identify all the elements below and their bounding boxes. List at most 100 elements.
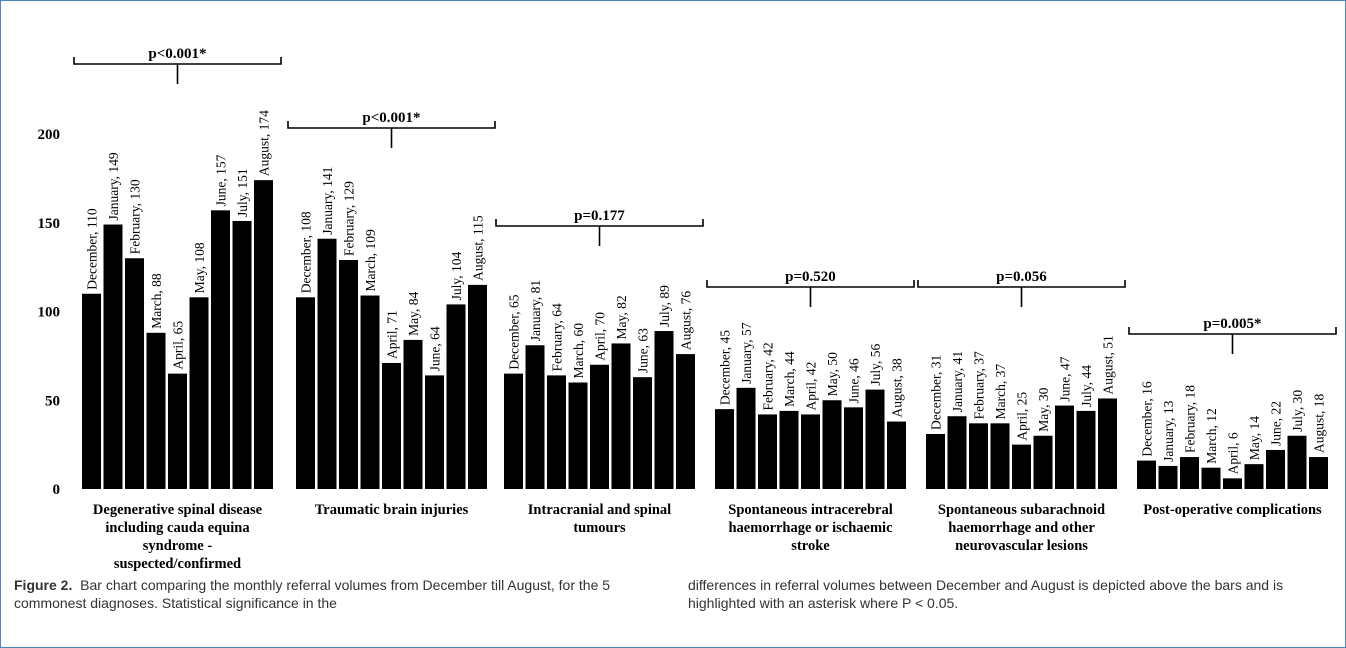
bar-data-label: January, 149 (106, 152, 121, 220)
caption-right: differences in referral volumes between … (688, 576, 1338, 612)
y-tick-label: 100 (38, 305, 61, 321)
bar-data-label: December, 110 (85, 208, 100, 290)
bar (654, 331, 674, 489)
y-tick-label: 50 (45, 393, 60, 409)
bar (865, 389, 885, 489)
bar-data-label: May, 108 (192, 242, 207, 293)
bar (887, 421, 906, 489)
bar (254, 180, 273, 489)
bar-group: December, 31 January, 41 February, 37 March… (917, 269, 1126, 554)
bar (382, 362, 401, 489)
bar (1309, 457, 1328, 489)
bar-data-label: December, 45 (718, 330, 733, 405)
bar-data-label: April, 65 (171, 321, 186, 370)
bar (189, 297, 209, 489)
bar (947, 416, 967, 489)
bar-data-label: June, 157 (214, 154, 229, 206)
significance-bracket (287, 121, 496, 148)
significance-bracket (73, 57, 282, 84)
bar (990, 423, 1010, 489)
category-label: including cauda equina (105, 520, 250, 536)
bar (1223, 478, 1242, 489)
bar-data-label: February, 37 (972, 351, 987, 419)
bar (568, 382, 588, 489)
bar (146, 332, 166, 489)
bar-data-label: June, 64 (428, 326, 443, 371)
bar-groups: December, 110 January, 149 February, 130 Ma… (73, 46, 1337, 572)
bar-data-label: August, 174 (257, 110, 272, 176)
bar-data-label: January, 141 (320, 167, 335, 235)
bar (1055, 405, 1074, 489)
p-value-label: p<0.001* (362, 110, 420, 126)
bar-data-label: March, 44 (782, 351, 797, 407)
bar (339, 260, 358, 489)
bar-data-label: August, 76 (679, 291, 694, 351)
bar (446, 304, 466, 489)
bar (1137, 460, 1156, 489)
bar (1180, 457, 1199, 489)
bar-data-label: May, 14 (1247, 416, 1262, 460)
bar (82, 293, 101, 489)
bar-data-label: January, 13 (1161, 400, 1176, 462)
significance-bracket (706, 280, 915, 307)
category-label: Post-operative complications (1143, 502, 1322, 518)
bar (504, 373, 523, 489)
bar-data-label: April, 70 (593, 312, 608, 361)
bar-data-label: January, 41 (950, 351, 965, 412)
bar (969, 423, 988, 489)
bar (211, 210, 230, 489)
bar (715, 409, 734, 489)
bar (168, 373, 187, 489)
bar (425, 375, 444, 489)
significance-bracket (495, 219, 704, 246)
bar (1266, 449, 1285, 489)
bar-data-label: July, 30 (1290, 390, 1305, 432)
category-label: Spontaneous intracerebral (728, 502, 892, 518)
category-label: suspected/confirmed (114, 556, 241, 572)
p-value-label: p<0.001* (148, 46, 206, 62)
bar-group: December, 110 January, 149 February, 130 Ma… (73, 46, 282, 572)
bar-chart: 0 50 100 150 200 December, 110 January, 149 Fe… (38, 46, 1337, 572)
category-label: Spontaneous subarachnoid (938, 502, 1105, 518)
bar-data-label: December, 108 (299, 211, 314, 293)
bar-data-label: March, 60 (571, 323, 586, 379)
bar-data-label: February, 42 (761, 342, 776, 410)
bar (403, 339, 423, 489)
significance-bracket (1128, 327, 1337, 354)
bar (844, 407, 863, 489)
bar-data-label: January, 57 (739, 322, 754, 384)
y-tick-label: 150 (38, 216, 61, 232)
bar (232, 220, 252, 489)
bar (1158, 465, 1178, 489)
bar-data-label: August, 18 (1312, 394, 1327, 454)
bar (736, 387, 756, 489)
bar (103, 224, 123, 489)
bar-data-label: December, 65 (507, 294, 522, 369)
y-tick-label: 200 (38, 127, 61, 143)
bar (822, 400, 842, 489)
bar-data-label: June, 46 (847, 358, 862, 403)
p-value-label: p=0.005* (1203, 316, 1261, 332)
bar (547, 375, 566, 489)
bar-data-label: February, 64 (550, 303, 565, 371)
bar-data-label: March, 109 (363, 229, 378, 291)
bar-data-label: July, 151 (235, 168, 250, 217)
bar-data-label: March, 12 (1204, 408, 1219, 463)
bar (1012, 444, 1031, 489)
bar-data-label: December, 16 (1140, 381, 1155, 456)
bar-group: December, 108 January, 141 February, 129 Ma… (287, 110, 496, 518)
p-value-label: p=0.177 (574, 208, 625, 224)
bar (590, 364, 609, 489)
p-value-label: p=0.520 (785, 269, 836, 285)
category-label: Intracranial and spinal (528, 502, 671, 518)
bar-group: December, 16 January, 13 February, 18 March… (1128, 316, 1337, 518)
bar (1244, 464, 1264, 489)
p-value-label: p=0.056 (996, 269, 1047, 285)
bar-data-label: July, 56 (868, 343, 883, 385)
bar (1076, 410, 1096, 489)
y-axis: 0 50 100 150 200 (38, 127, 61, 498)
bar (360, 295, 380, 489)
bar (633, 377, 652, 489)
figure-label: Figure 2. (14, 577, 73, 593)
bar (758, 414, 777, 489)
